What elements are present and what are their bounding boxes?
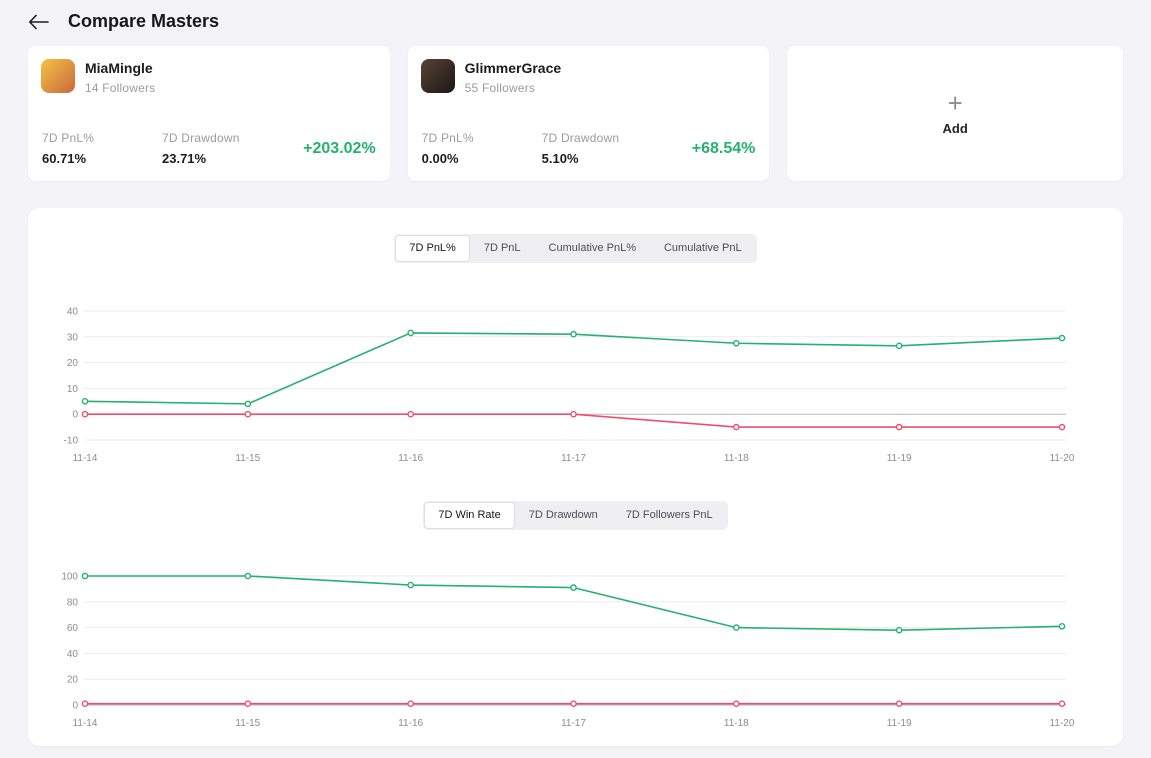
svg-text:11-19: 11-19 [887,718,912,729]
svg-text:40: 40 [67,307,79,318]
svg-text:60: 60 [67,623,79,634]
tab-7d-pnl[interactable]: 7D PnL [483,242,521,254]
svg-text:11-16: 11-16 [398,453,423,464]
svg-text:11-16: 11-16 [398,718,423,729]
svg-text:11-14: 11-14 [73,453,98,464]
pnl-percent-chart-svg: 40 30 20 10 0 -10 11-14 11-15 11-16 11-17 11-18 11-… [64,307,1075,465]
drawdown-value: 23.71% [162,151,207,166]
svg-text:11-20: 11-20 [1050,453,1075,464]
tab-cumulative-pnl-[interactable]: Cumulative PnL% [548,242,636,254]
svg-text:11-17: 11-17 [561,718,586,729]
pnl-label: 7D PnL% [42,131,95,145]
svg-text:11-14: 11-14 [73,718,98,729]
pnl-label: 7D PnL% [421,131,474,145]
svg-text:20: 20 [67,358,79,369]
header: Compare Masters [0,0,1151,42]
win-rate-chart-svg: 100 80 60 40 20 0 11-14 11-15 11-16 11-17 11-18 11-… [61,572,1075,730]
back-arrow-icon [29,14,49,29]
drawdown-label: 7D Drawdown [162,131,240,145]
miamingle-avatar [41,59,75,93]
svg-text:11-19: 11-19 [887,453,912,464]
svg-text:11-15: 11-15 [235,718,260,729]
tab-7d-followers-pnl[interactable]: 7D Followers PnL [625,509,713,521]
followers-count: 14 Followers [85,81,156,95]
followers-count: 55 Followers [464,81,536,95]
plus-icon: + [947,87,963,118]
masters-cards-row: MiaMingle 14 Followers 7D PnL% 60.71% 7D… [0,42,1151,181]
svg-text:11-18: 11-18 [724,453,749,464]
svg-text:10: 10 [67,384,79,395]
svg-text:11-15: 11-15 [235,453,260,464]
glimmergrace-avatar [420,59,455,93]
add-label: Add [942,120,968,136]
svg-text:20: 20 [67,675,79,686]
master-card-miamingle: MiaMingle 14 Followers 7D PnL% 60.71% 7D… [28,46,390,181]
back-button[interactable] [28,12,52,32]
roi-badge: +203.02% [303,139,376,157]
svg-text:80: 80 [67,597,79,608]
svg-text:11-17: 11-17 [561,453,586,464]
master-name: GlimmerGrace [464,60,562,76]
master-card-glimmergrace: GlimmerGrace 55 Followers 7D PnL% 0.00% … [407,46,770,181]
pnl-value: 0.00% [421,151,459,166]
tab-7d-drawdown[interactable]: 7D Drawdown [528,509,598,521]
drawdown-label: 7D Drawdown [541,131,620,145]
svg-text:11-18: 11-18 [724,718,749,729]
svg-text:30: 30 [67,332,79,343]
svg-text:40: 40 [67,649,79,660]
drawdown-value: 5.10% [541,151,579,166]
svg-text:11-20: 11-20 [1050,718,1075,729]
roi-badge: +68.54% [691,139,756,157]
tab-7d-pnl-[interactable]: 7D PnL% [395,235,470,262]
tab-cumulative-pnl[interactable]: Cumulative PnL [663,242,742,254]
metric-tabs-bottom: 7D Win Rate 7D Drawdown 7D Followers PnL [423,501,728,530]
page-title: Compare Masters [68,11,220,31]
svg-text:-10: -10 [64,436,79,447]
svg-text:0: 0 [72,701,78,712]
metric-tabs-top: 7D PnL% 7D PnL Cumulative PnL% Cumulative P… [394,234,757,263]
svg-text:0: 0 [72,410,78,421]
compare-charts-panel: 7D PnL% 7D PnL Cumulative PnL% Cumulative P… [28,208,1123,746]
win-rate-chart: 100 80 60 40 20 0 11-14 11-15 11-16 11-17 11-18 11-… [52,564,1099,744]
pnl-value: 60.71% [42,151,87,166]
svg-text:100: 100 [61,572,78,583]
pnl-percent-chart: 40 30 20 10 0 -10 11-14 11-15 11-16 11-17 11-18 11-… [52,299,1099,479]
add-master-button[interactable]: + Add [787,46,1124,181]
tab-7d-win-rate[interactable]: 7D Win Rate [424,502,515,529]
master-name: MiaMingle [85,60,153,76]
